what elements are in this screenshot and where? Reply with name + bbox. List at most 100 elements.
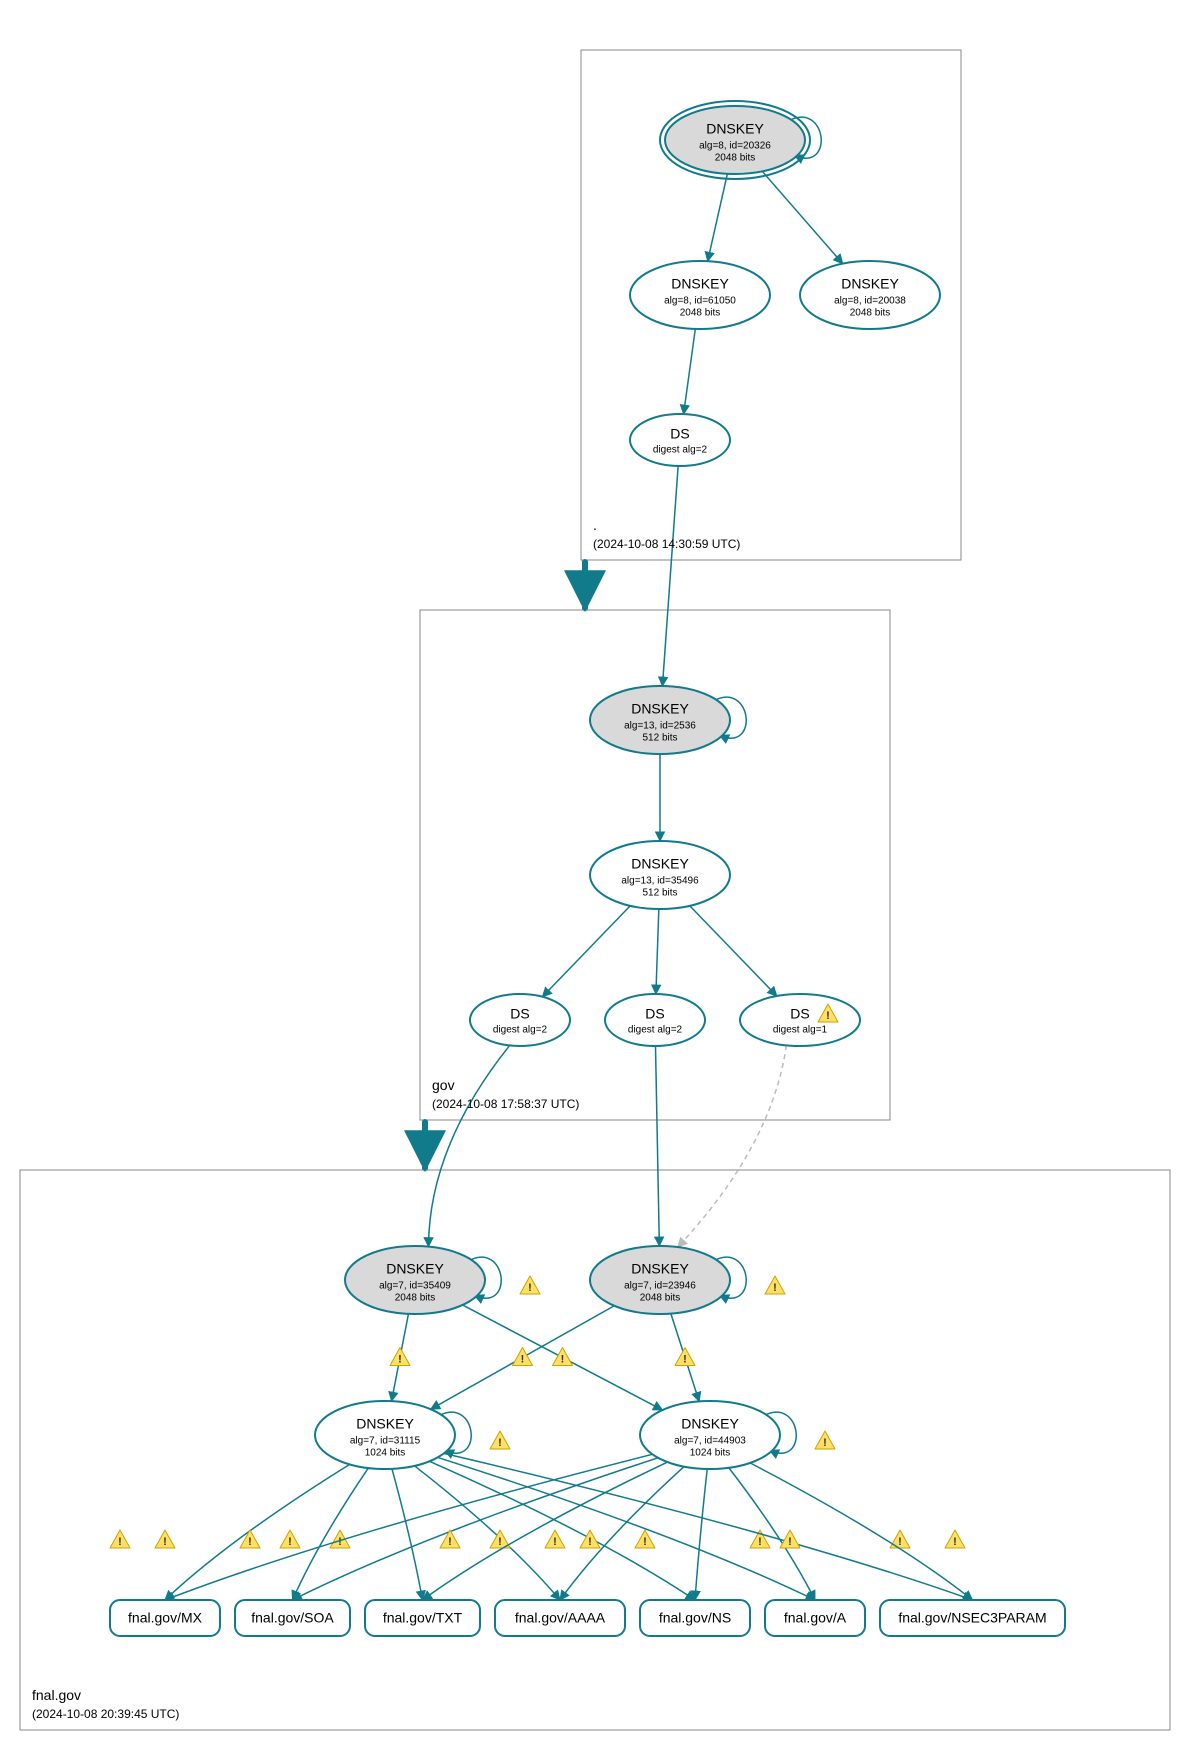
rrset-label: fnal.gov/TXT [383,1610,463,1626]
svg-text:!: ! [118,1536,122,1548]
node-title: DS [510,1006,529,1022]
zone-timestamp-gov: (2024-10-08 17:58:37 UTC) [432,1097,579,1111]
svg-text:!: ! [953,1536,957,1548]
rrsig-edge-fnal_zsk2-rr_soa [293,1458,659,1600]
edge-gov_ds1-fnal_ksk1 [428,1045,509,1246]
node-gov_ds1: DS digest alg=2 [470,994,570,1046]
node-bits: 2048 bits [715,153,756,164]
node-gov_zsk: DNSKEYalg=13, id=35496512 bits [590,841,730,909]
svg-text:!: ! [498,1437,502,1449]
rrset-rr_mx: fnal.gov/MX [110,1600,220,1636]
node-bits: 512 bits [642,888,677,899]
node-title: DS [670,426,689,442]
svg-text:!: ! [683,1354,687,1366]
node-title: DS [790,1006,809,1022]
zone-box-fnal [20,1170,1170,1730]
node-title: DS [645,1006,664,1022]
node-root_zsk2: DNSKEY alg=8, id=200382048 bits [800,261,940,329]
node-subtitle: alg=13, id=2536 [624,721,696,732]
rrset-rr_aaaa: fnal.gov/AAAA [495,1600,625,1636]
svg-text:!: ! [398,1354,402,1366]
rrsig-edge-fnal_zsk2-rr_ns [695,1469,707,1600]
svg-text:!: ! [561,1354,565,1366]
node-root_zsk1: DNSKEYalg=8, id=610502048 bits [630,261,770,329]
svg-text:!: ! [338,1536,342,1548]
rrset-rr_nsec3: fnal.gov/NSEC3PARAM [880,1600,1065,1636]
rrsig-edge-fnal_zsk1-rr_aaaa [414,1466,560,1600]
rrsig-edge-fnal_zsk1-rr_soa [293,1468,369,1600]
node-title: DNSKEY [631,1261,689,1277]
nodes-layer: DNSKEYalg=8, id=203262048 bitsDNSKEYalg=… [110,101,1065,1636]
node-title: DNSKEY [841,276,899,292]
edge-gov_zsk-gov_ds3 [690,906,777,996]
rrset-label: fnal.gov/A [784,1610,847,1626]
svg-text:!: ! [288,1536,292,1548]
rrsig-edge-fnal_zsk2-rr_mx [165,1454,652,1600]
svg-text:!: ! [826,1010,830,1022]
edge-gov_zsk-gov_ds1 [542,906,630,997]
node-title: DNSKEY [631,701,689,717]
node-bits: 1024 bits [690,1448,731,1459]
node-subtitle: alg=8, id=61050 [664,296,736,307]
zone-label-root: . [593,517,597,533]
svg-text:!: ! [643,1536,647,1548]
svg-text:!: ! [773,1282,777,1294]
edge-gov_zsk-gov_ds2 [656,909,659,994]
svg-text:!: ! [448,1536,452,1548]
svg-text:!: ! [588,1536,592,1548]
rrsig-edge-fnal_zsk1-rr_txt [392,1469,423,1600]
svg-text:!: ! [163,1536,167,1548]
edge-root_ds-gov_ksk [662,466,678,686]
rrset-rr_soa: fnal.gov/SOA [235,1600,350,1636]
node-subtitle: alg=7, id=23946 [624,1281,696,1292]
rrset-label: fnal.gov/NS [659,1610,731,1626]
node-fnal_zsk1: DNSKEYalg=7, id=311151024 bits [315,1401,455,1469]
rrset-label: fnal.gov/SOA [251,1610,334,1626]
node-fnal_zsk2: DNSKEYalg=7, id=449031024 bits [640,1401,780,1469]
edge-gov_ds3-fnal_ksk2 [678,1045,787,1247]
node-fnal_ksk2: DNSKEYalg=7, id=239462048 bits [590,1246,730,1314]
node-title: DNSKEY [706,121,764,137]
zone-timestamp-fnal: (2024-10-08 20:39:45 UTC) [32,1707,179,1721]
svg-text:!: ! [788,1536,792,1548]
node-bits: 2048 bits [395,1293,436,1304]
svg-text:!: ! [248,1536,252,1548]
node-root_ds: DS digest alg=2 [630,414,730,466]
rrset-rr_ns: fnal.gov/NS [640,1600,750,1636]
zone-timestamp-root: (2024-10-08 14:30:59 UTC) [593,537,740,551]
node-subtitle: alg=7, id=35409 [379,1281,451,1292]
node-bits: 2048 bits [850,308,891,319]
edge-gov_ds2-fnal_ksk2 [656,1046,660,1246]
node-gov_ds3: DS digest alg=1! [740,994,860,1046]
rrsig-edge-fnal_zsk1-rr_nsec3 [444,1453,973,1600]
node-gov_ksk: DNSKEY alg=13, id=2536512 bits [590,686,730,754]
svg-text:!: ! [823,1437,827,1449]
rrset-rr_a: fnal.gov/A [765,1600,865,1636]
rrset-label: fnal.gov/MX [128,1610,203,1626]
node-title: DNSKEY [386,1261,444,1277]
node-fnal_ksk1: DNSKEY alg=7, id=354092048 bits [345,1246,485,1314]
node-bits: 512 bits [642,733,677,744]
svg-text:!: ! [758,1536,762,1548]
edges-layer: !!!!!!!!!!!!!!!!!!!!!! [110,117,973,1600]
node-title: DNSKEY [681,1416,739,1432]
rrsig-edge-fnal_zsk1-rr_a [438,1457,815,1600]
node-bits: 2048 bits [680,308,721,319]
zone-label-gov: gov [432,1077,455,1093]
rrset-rr_txt: fnal.gov/TXT [365,1600,480,1636]
node-subtitle: digest alg=1 [773,1025,828,1036]
rrset-label: fnal.gov/AAAA [515,1610,606,1626]
node-subtitle: digest alg=2 [493,1025,548,1036]
node-subtitle: alg=8, id=20038 [834,296,906,307]
svg-text:!: ! [553,1536,557,1548]
rrsig-edge-fnal_zsk2-rr_nsec3 [750,1463,972,1600]
node-subtitle: alg=13, id=35496 [621,876,699,887]
node-subtitle: digest alg=2 [653,445,708,456]
node-root_ksk: DNSKEYalg=8, id=203262048 bits [660,101,810,179]
rrset-label: fnal.gov/NSEC3PARAM [898,1610,1046,1626]
node-subtitle: alg=7, id=31115 [350,1436,421,1447]
node-subtitle: digest alg=2 [628,1025,683,1036]
edge-root_zsk1-root_ds [684,329,696,414]
rrsig-edge-fnal_zsk1-rr_mx [165,1464,350,1600]
node-title: DNSKEY [356,1416,414,1432]
